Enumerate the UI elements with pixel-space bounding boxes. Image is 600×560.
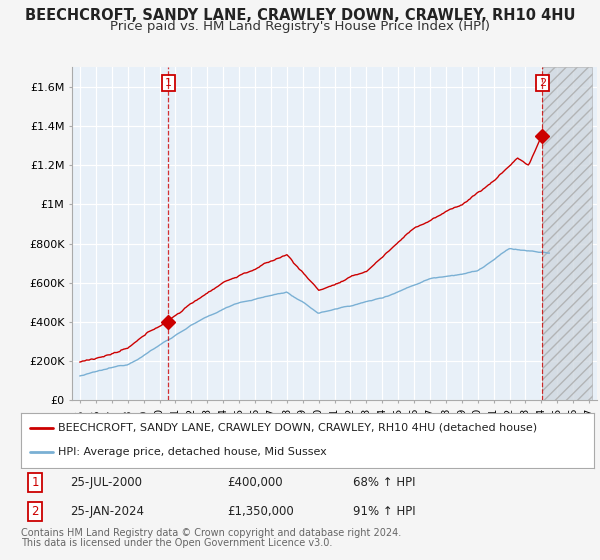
Text: 1: 1 xyxy=(31,475,39,489)
Text: BEECHCROFT, SANDY LANE, CRAWLEY DOWN, CRAWLEY, RH10 4HU: BEECHCROFT, SANDY LANE, CRAWLEY DOWN, CR… xyxy=(25,8,575,24)
Text: £400,000: £400,000 xyxy=(227,475,283,489)
Text: 91% ↑ HPI: 91% ↑ HPI xyxy=(353,505,416,518)
Text: Contains HM Land Registry data © Crown copyright and database right 2024.: Contains HM Land Registry data © Crown c… xyxy=(21,528,401,538)
Text: 68% ↑ HPI: 68% ↑ HPI xyxy=(353,475,416,489)
Text: 25-JUL-2000: 25-JUL-2000 xyxy=(70,475,142,489)
Text: 2: 2 xyxy=(31,505,39,518)
Text: £1,350,000: £1,350,000 xyxy=(227,505,294,518)
Text: HPI: Average price, detached house, Mid Sussex: HPI: Average price, detached house, Mid … xyxy=(58,447,327,457)
Text: 25-JAN-2024: 25-JAN-2024 xyxy=(70,505,144,518)
Text: 1: 1 xyxy=(165,78,172,88)
Text: BEECHCROFT, SANDY LANE, CRAWLEY DOWN, CRAWLEY, RH10 4HU (detached house): BEECHCROFT, SANDY LANE, CRAWLEY DOWN, CR… xyxy=(58,423,538,432)
Bar xyxy=(542,67,592,400)
Text: This data is licensed under the Open Government Licence v3.0.: This data is licensed under the Open Gov… xyxy=(21,538,332,548)
Text: 2: 2 xyxy=(539,78,546,88)
Text: Price paid vs. HM Land Registry's House Price Index (HPI): Price paid vs. HM Land Registry's House … xyxy=(110,20,490,32)
